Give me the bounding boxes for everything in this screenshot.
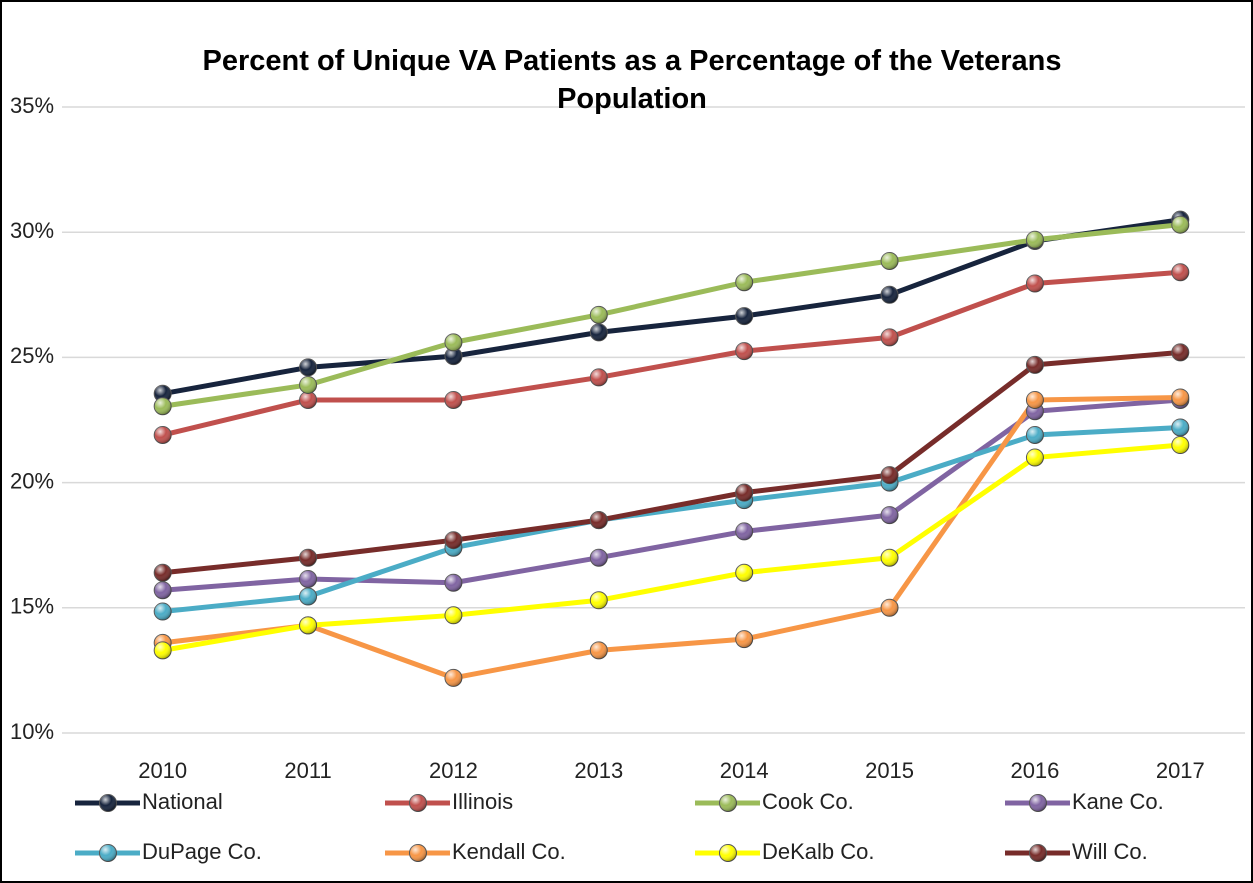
data-point [1171, 215, 1190, 234]
legend-label: DeKalb Co. [762, 839, 875, 864]
data-point [444, 606, 463, 625]
data-point [735, 630, 754, 649]
legend-label: DuPage Co. [142, 839, 262, 864]
data-point [880, 285, 899, 304]
data-point [1171, 388, 1190, 407]
data-point [299, 587, 318, 606]
data-point [1025, 355, 1044, 374]
legend-label: National [142, 789, 223, 814]
x-tick-label: 2016 [1010, 758, 1059, 783]
legend-label: Cook Co. [762, 789, 854, 814]
y-tick-label: 15% [10, 594, 54, 619]
data-point [589, 641, 608, 660]
legend-marker [719, 794, 737, 812]
data-point [880, 548, 899, 567]
legend-marker [409, 794, 427, 812]
data-point [589, 305, 608, 324]
data-point [589, 591, 608, 610]
data-point [444, 333, 463, 352]
data-point [735, 483, 754, 502]
data-point [153, 397, 172, 416]
data-point [735, 342, 754, 361]
series-line [162, 222, 1181, 409]
data-point [1171, 263, 1190, 282]
data-point [153, 426, 172, 445]
data-point [880, 506, 899, 525]
series-line [162, 394, 1181, 681]
x-tick-label: 2017 [1156, 758, 1205, 783]
y-tick-label: 25% [10, 343, 54, 368]
legend-label: Will Co. [1072, 839, 1148, 864]
legend-marker [99, 844, 117, 862]
data-point [1171, 343, 1190, 362]
x-tick-label: 2012 [429, 758, 478, 783]
data-point [1025, 390, 1044, 409]
data-point [880, 598, 899, 617]
chart-title: Percent of Unique VA Patients as a Perce… [202, 45, 1062, 115]
data-point [153, 581, 172, 600]
series-line [162, 442, 1181, 653]
data-point [299, 375, 318, 394]
legend-marker [1029, 844, 1047, 862]
series-line [162, 349, 1181, 576]
data-point [444, 573, 463, 592]
y-tick-label: 35% [10, 93, 54, 118]
x-tick-label: 2011 [284, 758, 331, 783]
y-tick-label: 20% [10, 468, 54, 493]
x-tick-label: 2013 [574, 758, 623, 783]
legend-label: Kane Co. [1072, 789, 1164, 814]
data-point [1025, 448, 1044, 467]
data-point [444, 390, 463, 409]
x-tick-label: 2014 [720, 758, 769, 783]
data-point [153, 563, 172, 582]
data-point [735, 273, 754, 292]
data-point [299, 548, 318, 567]
series-line [162, 269, 1181, 438]
data-point [1171, 418, 1190, 437]
data-point [735, 563, 754, 582]
data-point [299, 616, 318, 635]
series-line [162, 397, 1181, 593]
y-tick-label: 10% [10, 719, 54, 744]
data-point [589, 368, 608, 387]
data-point [1025, 230, 1044, 249]
data-point [444, 668, 463, 687]
x-tick-label: 2010 [138, 758, 187, 783]
data-point [880, 328, 899, 347]
data-point [589, 323, 608, 342]
data-point [589, 548, 608, 567]
y-tick-label: 30% [10, 218, 54, 243]
data-point [299, 390, 318, 409]
data-point [299, 358, 318, 377]
legend-label: Illinois [452, 789, 513, 814]
data-point [1171, 436, 1190, 455]
data-point [1025, 426, 1044, 445]
data-point [735, 522, 754, 541]
data-point [735, 307, 754, 326]
data-point [589, 511, 608, 530]
data-point [444, 531, 463, 550]
data-point [299, 570, 318, 589]
legend-marker [99, 794, 117, 812]
data-point [153, 641, 172, 660]
series-line [162, 425, 1181, 615]
data-point [1025, 274, 1044, 293]
legend-marker [719, 844, 737, 862]
legend-label: Kendall Co. [452, 839, 566, 864]
data-point [153, 602, 172, 621]
data-point [880, 251, 899, 270]
series-line [162, 217, 1181, 397]
legend-marker [1029, 794, 1047, 812]
x-tick-label: 2015 [865, 758, 914, 783]
legend-marker [409, 844, 427, 862]
data-point [880, 466, 899, 485]
